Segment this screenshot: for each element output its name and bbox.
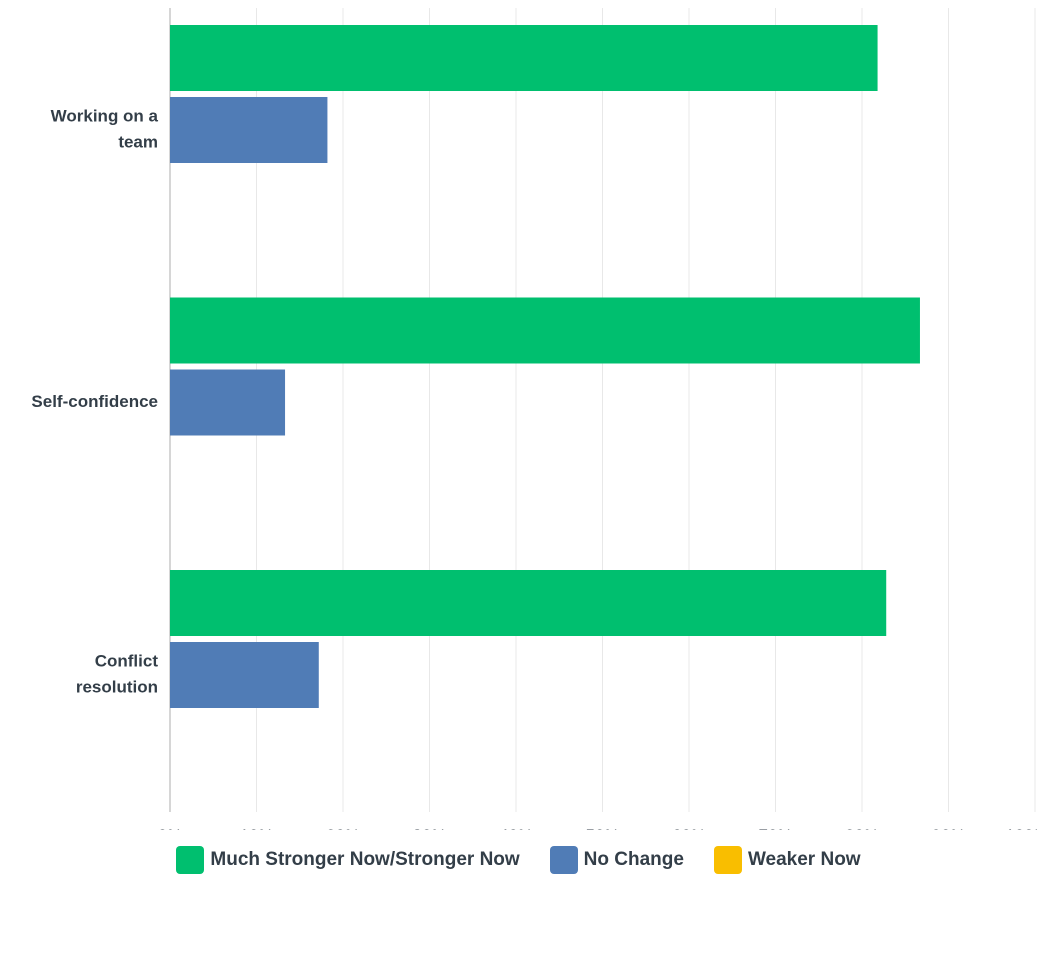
x-tick-label: 30% bbox=[412, 826, 446, 830]
legend: Much Stronger Now/Stronger Now No Change… bbox=[0, 846, 1037, 874]
category-label: team bbox=[118, 132, 158, 151]
x-tick-labels: 0% 10% 20% 30% 40% 50% 60% 70% 80% 90% 100% bbox=[158, 826, 1037, 830]
bars bbox=[170, 25, 920, 708]
x-tick-label: 100% bbox=[1005, 826, 1037, 830]
legend-swatch bbox=[713, 846, 742, 874]
x-tick-label: 20% bbox=[326, 826, 360, 830]
x-tick-label: 10% bbox=[239, 826, 273, 830]
legend-swatch bbox=[176, 846, 205, 874]
x-tick-label: 60% bbox=[672, 826, 706, 830]
x-tick-label: 70% bbox=[758, 826, 792, 830]
bar[interactable] bbox=[170, 570, 887, 636]
bar[interactable] bbox=[170, 369, 286, 436]
bar[interactable] bbox=[170, 25, 878, 91]
category-label: Working on a bbox=[51, 106, 159, 125]
legend-label: Weaker Now bbox=[747, 849, 861, 870]
legend-item-much-stronger[interactable]: Much Stronger Now/Stronger Now bbox=[176, 846, 520, 874]
category-labels: Working on a team Self-confidence Conflict r… bbox=[31, 106, 158, 696]
legend-item-weaker[interactable]: Weaker Now bbox=[713, 846, 861, 874]
bar[interactable] bbox=[170, 97, 328, 163]
legend-label: Much Stronger Now/Stronger Now bbox=[210, 849, 520, 870]
x-tick-label: 80% bbox=[845, 826, 879, 830]
legend-item-no-change[interactable]: No Change bbox=[549, 846, 684, 874]
x-tick-label: 40% bbox=[499, 826, 533, 830]
bar[interactable] bbox=[170, 642, 319, 708]
x-tick-label: 0% bbox=[158, 826, 183, 830]
category-label: Self-confidence bbox=[31, 392, 158, 411]
category-label: resolution bbox=[76, 677, 158, 696]
legend-label: No Change bbox=[583, 849, 684, 870]
legend-swatch bbox=[549, 846, 578, 874]
category-label: Conflict bbox=[95, 651, 159, 670]
x-tick-label: 90% bbox=[931, 826, 965, 830]
bar[interactable] bbox=[170, 297, 920, 364]
x-tick-label: 50% bbox=[585, 826, 619, 830]
bar-chart: Working on a team Self-confidence Conflict r… bbox=[31, 8, 1037, 830]
